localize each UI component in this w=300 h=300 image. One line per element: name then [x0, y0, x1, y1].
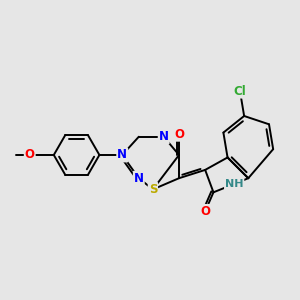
- Text: O: O: [25, 148, 35, 161]
- Text: N: N: [134, 172, 144, 185]
- Text: N: N: [159, 130, 169, 143]
- Text: O: O: [200, 205, 210, 218]
- Text: NH: NH: [225, 179, 243, 189]
- Text: S: S: [149, 183, 157, 196]
- Text: O: O: [174, 128, 184, 141]
- Text: N: N: [117, 148, 127, 161]
- Text: Cl: Cl: [234, 85, 246, 98]
